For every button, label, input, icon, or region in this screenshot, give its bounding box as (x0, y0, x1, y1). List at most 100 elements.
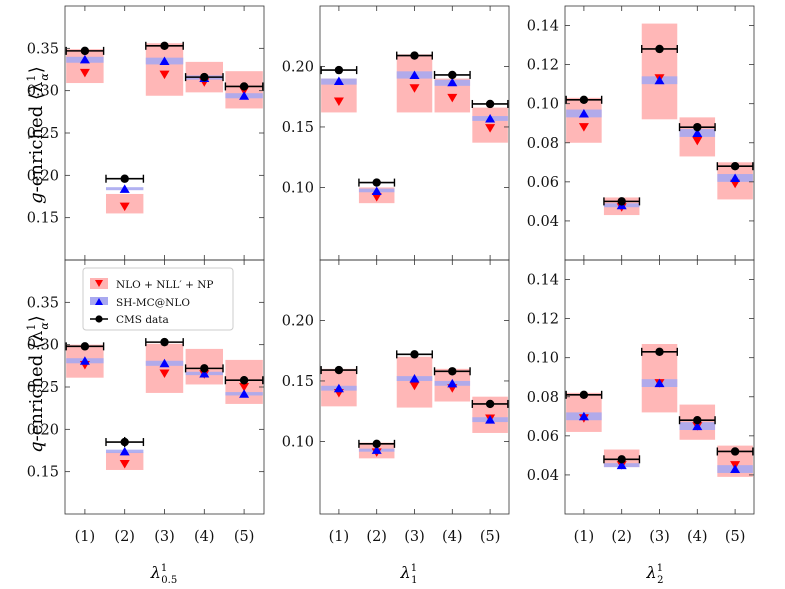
cms-point (120, 174, 129, 183)
sh-marker (371, 186, 382, 196)
col-label-lambda-1: λ1 1 (400, 563, 418, 586)
y-tick-label: 0.15 (282, 120, 314, 136)
y-tick-label: 0.15 (27, 211, 59, 227)
x-tick-label: (3) (404, 529, 425, 545)
nlo-marker (692, 136, 703, 146)
x-tick-label: (5) (725, 529, 746, 545)
row-label-q-enriched: q-enriched ⟨λ1α⟩ (25, 315, 51, 453)
nlo-marker (485, 124, 496, 133)
col-label-1-sub: 1 (411, 575, 417, 586)
row-label-g-enriched: g-enriched ⟨λ1α⟩ (25, 66, 51, 204)
y-tick-label: 0.10 (527, 351, 559, 367)
cms-point (200, 364, 209, 373)
sh-marker (447, 378, 458, 388)
legend-box (82, 267, 234, 331)
sh-marker (409, 70, 420, 79)
cms-point (485, 99, 495, 109)
nlo-band (396, 54, 433, 113)
y-tick-label: 0.14 (527, 273, 559, 289)
x-tick-label: (4) (194, 529, 215, 545)
nlo-marker (333, 97, 344, 107)
panel-g-0: 0.15 0.20 0.25 0.30 0.35 (27, 5, 265, 261)
cms-point (485, 399, 495, 409)
col-label-1-sup: 1 (411, 563, 417, 574)
row-label-g-text: -enriched ⟨λ (26, 82, 47, 193)
sh-marker (79, 356, 90, 365)
sh-marker (409, 374, 420, 383)
cms-point (80, 46, 90, 56)
panel-g-1: 0.10 0.15 0.20 (282, 5, 510, 261)
cms-point (334, 65, 344, 75)
x-tick-label: (5) (234, 529, 255, 545)
col-label-2-sub: 2 (657, 575, 663, 586)
cms-point (579, 390, 589, 400)
y-tick-label: 0.15 (282, 374, 314, 390)
y-tick-label: 0.10 (282, 434, 314, 450)
col-label-0-sub: 0.5 (161, 575, 177, 586)
sh-marker (371, 445, 382, 454)
x-tick-label: (4) (442, 529, 463, 545)
panel-q-1: 0.10 0.15 0.20 (1) (2) (3) (4) (5) (282, 259, 510, 545)
nlo-marker (159, 369, 170, 378)
x-tick-label: (5) (480, 529, 501, 545)
sh-marker (616, 460, 627, 470)
panels: 0.15 0.20 0.25 0.30 0.35 0.10 0.15 0.20 0.04 0.06… (27, 5, 755, 545)
panel-q-2: 0.04 0.06 0.08 0.10 0.12 0.14 (1) (2) (3) (4) (5) (527, 259, 755, 545)
y-tick-label: 0.14 (527, 19, 559, 35)
legend: NLO + NLL′ + NP SH-MC@NLO CMS data (82, 267, 234, 331)
sh-marker (159, 358, 170, 368)
sh-marker (199, 368, 210, 378)
sh-marker (654, 75, 665, 85)
legend-nlo-marker (95, 280, 103, 287)
sh-marker (485, 415, 496, 424)
sh-marker (447, 77, 458, 87)
panel-q-0: 0.15 0.20 0.25 0.30 0.35 (1) (2) (3) (4) (5) (27, 259, 265, 545)
nlo-marker (119, 202, 130, 212)
col-label-2-base: λ (646, 563, 657, 582)
cms-point (410, 350, 419, 359)
y-tick-label: 0.20 (282, 59, 314, 75)
legend-cms-marker (95, 315, 103, 323)
cms-point (200, 72, 209, 82)
col-label-1-base: λ (400, 563, 411, 582)
col-label-lambda-0.5: λ1 0.5 (150, 563, 177, 586)
y-tick-label: 0.08 (527, 136, 559, 152)
y-tick-label: 0.12 (527, 312, 559, 328)
sh-marker (119, 184, 130, 193)
row-label-q-close: ⟩ (26, 315, 47, 322)
sh-marker (159, 56, 170, 66)
nlo-marker (159, 70, 170, 80)
sh-marker (692, 128, 703, 137)
sh-marker (654, 378, 665, 388)
nlo-band (566, 97, 602, 143)
y-tick-label: 0.10 (527, 97, 559, 113)
col-label-0-sup: 1 (161, 563, 167, 574)
sh-marker (578, 411, 589, 421)
y-tick-label: 0.20 (27, 168, 59, 184)
sh-marker (333, 76, 344, 85)
row-label-g-close: ⟩ (26, 66, 47, 73)
sh-marker (730, 464, 741, 474)
cms-point (617, 197, 626, 206)
cms-point (730, 447, 740, 456)
col-label-lambda-2: λ1 2 (646, 563, 664, 586)
nlo-marker (239, 383, 250, 392)
cms-point (239, 82, 249, 91)
y-tick-label: 0.08 (527, 390, 559, 406)
y-tick-label: 0.12 (527, 58, 559, 74)
cms-point (80, 342, 90, 351)
y-tick-label: 0.20 (27, 422, 59, 438)
cms-point (448, 70, 457, 80)
sh-marker (239, 389, 250, 398)
x-tick-label: (2) (366, 529, 387, 545)
cms-point (160, 41, 169, 50)
cms-point (372, 178, 381, 187)
y-tick-label: 0.04 (527, 468, 559, 484)
y-tick-label: 0.35 (27, 41, 59, 57)
panel-g-2: 0.04 0.06 0.08 0.10 0.12 0.14 (527, 5, 755, 261)
legend-label-0: NLO + NLL′ + NP (116, 279, 213, 291)
col-label-2-sup: 1 (657, 563, 663, 574)
x-tick-label: (3) (154, 529, 175, 545)
cms-point (730, 162, 740, 171)
cms-point (617, 455, 626, 464)
